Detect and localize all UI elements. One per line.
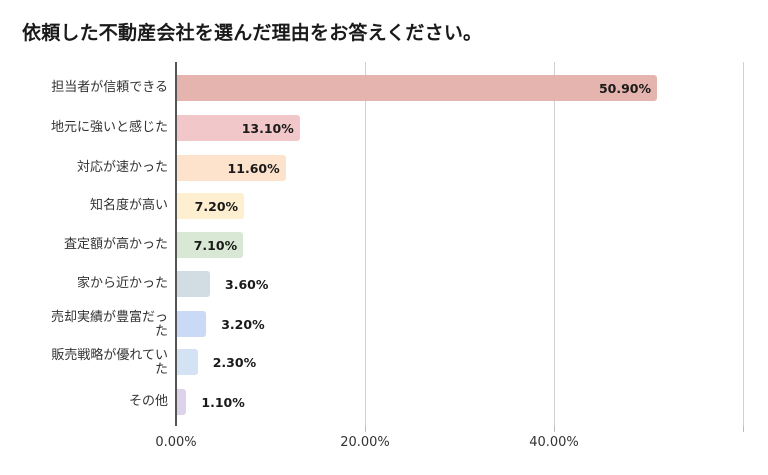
value-label: 3.60% — [225, 277, 269, 292]
category-label-line: た — [154, 324, 168, 339]
gridline-40 — [554, 62, 555, 426]
value-label: 1.10% — [201, 395, 245, 410]
category-label-line: その他 — [128, 394, 168, 409]
category-label: その他 — [8, 395, 168, 409]
bar-row: その他 1.10% — [0, 389, 768, 415]
category-label: 家から近かった — [8, 277, 168, 291]
category-label-line: 家から近かった — [76, 276, 168, 291]
bar-row: 家から近かった 3.60% — [0, 271, 768, 297]
value-label: 2.30% — [212, 355, 257, 370]
y-axis-line — [175, 62, 177, 426]
gridline-20 — [365, 62, 366, 426]
value-label: 13.10% — [241, 121, 294, 136]
bar[interactable] — [177, 349, 198, 375]
chart-title: 依頼した不動産会社を選んだ理由をお答えください。 — [22, 22, 483, 44]
category-label-line: 販売戦略が優れてい — [51, 348, 168, 363]
bar-row: 担当者が信頼できる 50.90% — [0, 75, 768, 101]
x-tick-label-40: 40.00% — [529, 435, 579, 450]
bar[interactable] — [177, 155, 286, 181]
category-label-line: 売却実績が豊富だっ — [50, 310, 168, 325]
bar[interactable] — [177, 389, 187, 415]
category-label-line: 対応が速かった — [76, 160, 168, 175]
category-label: 担当者が信頼できる — [8, 81, 168, 95]
bar-row: 地元に強いと感じた 13.10% — [0, 115, 768, 141]
bar-row: 対応が速かった 11.60% — [0, 155, 768, 181]
value-label: 7.10% — [193, 238, 238, 253]
category-label-line: 査定額が高かった — [63, 237, 168, 252]
category-label-line: 担当者が信頼できる — [51, 80, 168, 95]
bar-row: 知名度が高い 7.20% — [0, 193, 768, 219]
bar-row: 査定額が高かった 7.10% — [0, 232, 768, 258]
category-label: 対応が速かった — [8, 161, 168, 175]
category-label-line: た — [154, 362, 168, 377]
axis-tick — [365, 426, 366, 432]
category-label: 販売戦略が優れていた — [8, 349, 168, 377]
bar-row: 売却実績が豊富だった 3.20% — [0, 311, 768, 339]
category-label: 売却実績が豊富だった — [8, 311, 168, 339]
category-label-line: 地元に強いと感じた — [50, 120, 168, 135]
bar-row: 販売戦略が優れていた 2.30% — [0, 349, 768, 377]
value-label: 7.20% — [194, 199, 239, 214]
bar[interactable] — [177, 115, 300, 141]
bar[interactable] — [177, 75, 657, 101]
axis-tick — [554, 426, 555, 432]
bar[interactable] — [177, 311, 207, 337]
value-label: 50.90% — [598, 81, 652, 96]
x-tick-label-0: 0.00% — [155, 435, 197, 450]
value-label: 3.20% — [221, 317, 265, 332]
x-tick-label-20: 20.00% — [340, 435, 390, 450]
gridline-60 — [743, 62, 744, 426]
bar[interactable] — [177, 271, 211, 297]
axis-tick — [743, 426, 744, 432]
category-label-line: 知名度が高い — [89, 198, 168, 213]
category-label: 知名度が高い — [8, 199, 168, 213]
category-label: 査定額が高かった — [8, 238, 168, 252]
bar[interactable] — [177, 193, 245, 219]
bar[interactable] — [177, 232, 244, 258]
value-label: 11.60% — [227, 161, 280, 176]
category-label: 地元に強いと感じた — [8, 121, 168, 135]
